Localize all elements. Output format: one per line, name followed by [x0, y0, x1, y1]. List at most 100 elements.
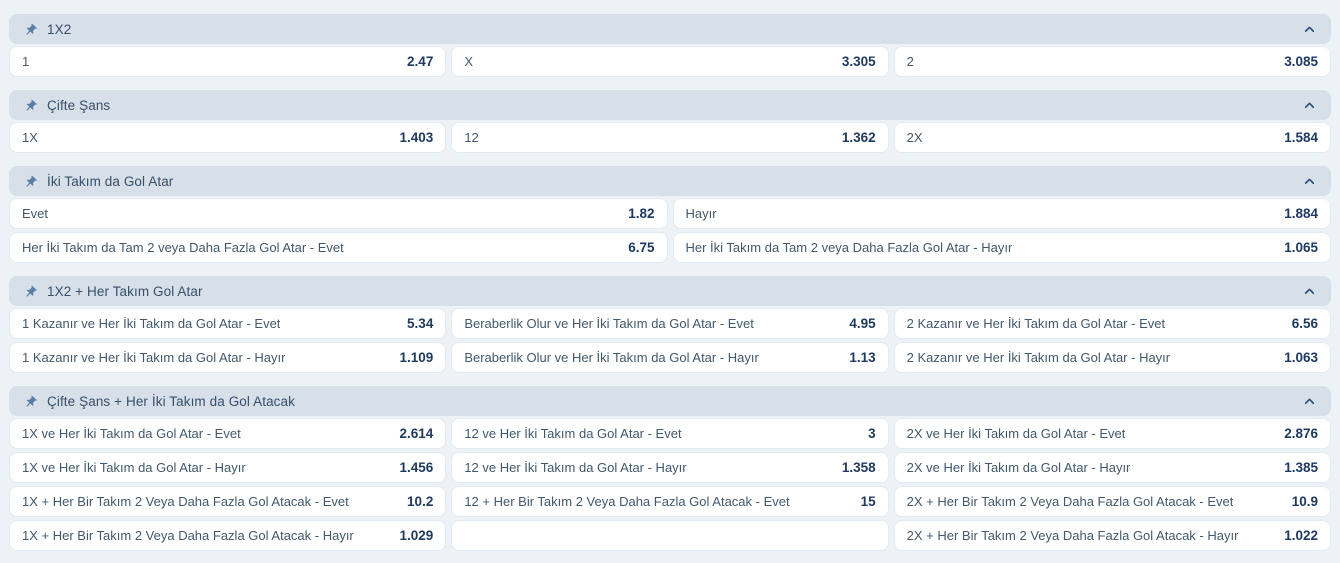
odds-value: 1.385 [1284, 460, 1318, 475]
odds-value: 1.029 [399, 528, 434, 543]
section-header[interactable]: 1X2 + Her Takım Gol Atar [9, 276, 1331, 306]
odds-cell[interactable]: 1X ve Her İki Takım da Gol Atar - Evet 2… [9, 418, 447, 449]
odds-label: 1X + Her Bir Takım 2 Veya Daha Fazla Gol… [22, 528, 354, 543]
odds-value: 3.305 [841, 54, 876, 69]
odds-value: 4.95 [849, 316, 876, 331]
odds-label: 1X ve Her İki Takım da Gol Atar - Hayır [22, 460, 246, 475]
odds-label: 2 Kazanır ve Her İki Takım da Gol Atar -… [906, 350, 1171, 365]
chevron-up-icon[interactable] [1301, 97, 1317, 113]
odds-value: 1.584 [1284, 130, 1318, 145]
odds-label: 2 Kazanır ve Her İki Takım da Gol Atar -… [906, 316, 1166, 331]
odds-cell[interactable]: 2 Kazanır ve Her İki Takım da Gol Atar -… [893, 342, 1331, 373]
odds-cell[interactable]: 12 ve Her İki Takım da Gol Atar - Evet 3 [451, 418, 889, 449]
odds-cell[interactable]: 1X + Her Bir Takım 2 Veya Daha Fazla Gol… [9, 520, 447, 551]
odds-value: 3.085 [1284, 54, 1318, 69]
odds-label: 1 Kazanır ve Her İki Takım da Gol Atar -… [22, 350, 286, 365]
odds-value: 15 [860, 494, 876, 509]
odds-label: 12 ve Her İki Takım da Gol Atar - Evet [464, 426, 682, 441]
section-body: Evet 1.82 Hayır 1.884 Her İki Takım da T… [9, 198, 1331, 263]
odds-label: 1X + Her Bir Takım 2 Veya Daha Fazla Gol… [22, 494, 349, 509]
odds-label: X [464, 54, 473, 69]
odds-cell[interactable]: 2X 1.584 [893, 122, 1331, 153]
odds-label: 12 ve Her İki Takım da Gol Atar - Hayır [464, 460, 687, 475]
odds-cell[interactable]: Beraberlik Olur ve Her İki Takım da Gol … [451, 342, 889, 373]
section-header[interactable]: Çifte Şans [9, 90, 1331, 120]
odds-section: Çifte Şans + Her İki Takım da Gol Atacak… [9, 386, 1331, 551]
odds-value: 2.614 [399, 426, 434, 441]
section-title: 1X2 + Her Takım Gol Atar [47, 283, 203, 299]
odds-value: 1.13 [849, 350, 876, 365]
odds-cell[interactable]: 1 Kazanır ve Her İki Takım da Gol Atar -… [9, 308, 447, 339]
section-body: 1 2.47 X 3.305 2 3.085 [9, 46, 1331, 77]
odds-label: 2 [906, 54, 914, 69]
section-header[interactable]: İki Takım da Gol Atar [9, 166, 1331, 196]
odds-label: Hayır [685, 206, 717, 221]
odds-cell[interactable]: 2X ve Her İki Takım da Gol Atar - Evet 2… [893, 418, 1331, 449]
odds-cell[interactable]: 12 ve Her İki Takım da Gol Atar - Hayır … [451, 452, 889, 483]
odds-value: 1.362 [841, 130, 876, 145]
odds-cell[interactable]: 2X ve Her İki Takım da Gol Atar - Hayır … [893, 452, 1331, 483]
odds-label: 1 [22, 54, 30, 69]
odds-section: İki Takım da Gol Atar Evet 1.82 Hayır 1.… [9, 166, 1331, 263]
pin-icon[interactable] [20, 94, 41, 115]
odds-cell[interactable]: X 3.305 [451, 46, 889, 77]
odds-label: Her İki Takım da Tam 2 veya Daha Fazla G… [685, 240, 1013, 255]
odds-cell[interactable]: 1 Kazanır ve Her İki Takım da Gol Atar -… [9, 342, 447, 373]
section-title: 1X2 [47, 21, 72, 37]
chevron-up-icon[interactable] [1301, 21, 1317, 37]
odds-cell[interactable]: 1X + Her Bir Takım 2 Veya Daha Fazla Gol… [9, 486, 447, 517]
odds-value: 10.9 [1291, 494, 1318, 509]
pin-icon[interactable] [20, 18, 41, 39]
pin-icon[interactable] [20, 390, 41, 411]
odds-value: 1.884 [1284, 206, 1318, 221]
section-header[interactable]: 1X2 [9, 14, 1331, 44]
odds-cell[interactable]: Her İki Takım da Tam 2 veya Daha Fazla G… [672, 232, 1331, 263]
odds-cell[interactable]: 12 1.362 [451, 122, 889, 153]
odds-value: 6.56 [1291, 316, 1318, 331]
odds-label: 1X ve Her İki Takım da Gol Atar - Evet [22, 426, 241, 441]
odds-value: 2.876 [1284, 426, 1318, 441]
odds-cell[interactable]: 1X ve Her İki Takım da Gol Atar - Hayır … [9, 452, 447, 483]
chevron-up-icon[interactable] [1301, 173, 1317, 189]
chevron-up-icon[interactable] [1301, 393, 1317, 409]
section-body: 1 Kazanır ve Her İki Takım da Gol Atar -… [9, 308, 1331, 373]
odds-cell[interactable]: Beraberlik Olur ve Her İki Takım da Gol … [451, 308, 889, 339]
section-title: İki Takım da Gol Atar [47, 173, 174, 189]
odds-value: 1.403 [399, 130, 434, 145]
odds-label: 2X + Her Bir Takım 2 Veya Daha Fazla Gol… [906, 528, 1239, 543]
odds-cell-empty [451, 520, 889, 551]
odds-value: 1.063 [1284, 350, 1318, 365]
odds-value: 1.82 [628, 206, 655, 221]
odds-value: 6.75 [628, 240, 655, 255]
odds-cell[interactable]: 12 + Her Bir Takım 2 Veya Daha Fazla Gol… [451, 486, 889, 517]
odds-section: 1X2 1 2.47 X 3.305 2 3.085 [9, 14, 1331, 77]
odds-value: 10.2 [407, 494, 434, 509]
odds-value: 3 [868, 426, 876, 441]
odds-cell[interactable]: 1X 1.403 [9, 122, 447, 153]
section-body: 1X 1.403 12 1.362 2X 1.584 [9, 122, 1331, 153]
odds-cell[interactable]: 1 2.47 [9, 46, 447, 77]
pin-icon[interactable] [20, 280, 41, 301]
odds-cell[interactable]: Her İki Takım da Tam 2 veya Daha Fazla G… [9, 232, 668, 263]
odds-cell[interactable]: 2X + Her Bir Takım 2 Veya Daha Fazla Gol… [893, 486, 1331, 517]
pin-icon[interactable] [20, 170, 41, 191]
odds-section: Çifte Şans 1X 1.403 12 1.362 2X 1.584 [9, 90, 1331, 153]
chevron-up-icon[interactable] [1301, 283, 1317, 299]
odds-cell[interactable]: 2X + Her Bir Takım 2 Veya Daha Fazla Gol… [893, 520, 1331, 551]
odds-label: Beraberlik Olur ve Her İki Takım da Gol … [464, 350, 759, 365]
section-title: Çifte Şans + Her İki Takım da Gol Atacak [47, 393, 295, 409]
odds-value: 1.456 [399, 460, 434, 475]
odds-cell[interactable]: 2 3.085 [893, 46, 1331, 77]
odds-label: 2X [906, 130, 923, 145]
odds-cell[interactable]: 2 Kazanır ve Her İki Takım da Gol Atar -… [893, 308, 1331, 339]
odds-cell[interactable]: Hayır 1.884 [672, 198, 1331, 229]
odds-cell[interactable]: Evet 1.82 [9, 198, 668, 229]
section-body: 1X ve Her İki Takım da Gol Atar - Evet 2… [9, 418, 1331, 551]
section-header[interactable]: Çifte Şans + Her İki Takım da Gol Atacak [9, 386, 1331, 416]
odds-value: 1.109 [399, 350, 434, 365]
odds-label: 1X [22, 130, 38, 145]
odds-value: 1.022 [1284, 528, 1318, 543]
odds-section: 1X2 + Her Takım Gol Atar 1 Kazanır ve He… [9, 276, 1331, 373]
section-title: Çifte Şans [47, 97, 111, 113]
